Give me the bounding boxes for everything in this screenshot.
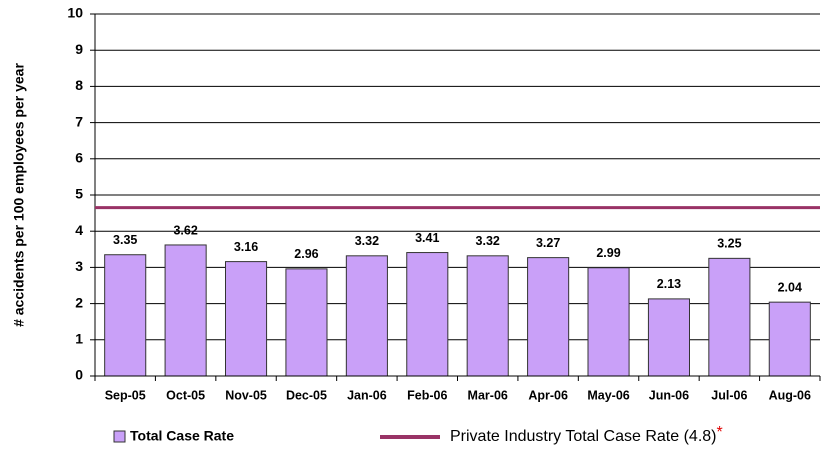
data-label: 3.41 bbox=[415, 231, 439, 245]
y-tick-label: 0 bbox=[75, 367, 83, 383]
bar bbox=[647, 298, 691, 377]
bar bbox=[768, 301, 811, 377]
y-tick-label: 8 bbox=[75, 77, 83, 93]
x-tick-label: Apr-06 bbox=[528, 388, 568, 402]
footnote-marker: * bbox=[717, 424, 723, 441]
legend-name: Private Industry Total Case Rate (4.8) bbox=[450, 428, 717, 445]
y-tick-label: 9 bbox=[75, 41, 83, 57]
x-tick-label: Nov-05 bbox=[225, 388, 267, 402]
bar bbox=[527, 257, 570, 377]
data-label: 3.32 bbox=[476, 234, 500, 248]
bar bbox=[225, 261, 268, 377]
y-tick-label: 3 bbox=[75, 258, 83, 274]
x-tick-label: Dec-05 bbox=[286, 388, 327, 402]
data-label: 3.62 bbox=[173, 223, 197, 237]
x-tick-label: Aug-06 bbox=[769, 388, 811, 402]
bar bbox=[345, 255, 388, 377]
legend-label: Private Industry Total Case Rate (4.8)* bbox=[450, 424, 723, 445]
legend-swatch bbox=[113, 430, 126, 443]
y-tick-label: 5 bbox=[75, 186, 83, 202]
y-tick-label: 4 bbox=[75, 222, 83, 238]
data-label: 2.96 bbox=[294, 247, 318, 261]
data-label: 3.25 bbox=[717, 237, 741, 251]
data-label: 3.27 bbox=[536, 236, 560, 250]
data-label: 3.16 bbox=[234, 240, 258, 254]
data-label: 2.04 bbox=[778, 280, 802, 294]
data-label: 3.32 bbox=[355, 234, 379, 248]
legend-label: Total Case Rate bbox=[130, 428, 234, 444]
bar bbox=[708, 257, 751, 377]
y-tick-label: 1 bbox=[75, 331, 83, 347]
bar bbox=[104, 254, 147, 377]
bar bbox=[164, 244, 207, 377]
x-tick-label: Feb-06 bbox=[407, 388, 447, 402]
data-label: 3.35 bbox=[113, 233, 137, 247]
y-tick-label: 6 bbox=[75, 150, 83, 166]
data-label: 2.13 bbox=[657, 277, 681, 291]
y-axis-label: # accidents per 100 employees per year bbox=[11, 63, 27, 327]
bar bbox=[285, 268, 328, 377]
x-tick-label: Jul-06 bbox=[711, 388, 747, 402]
bar bbox=[406, 252, 449, 377]
y-tick-label: 7 bbox=[75, 113, 83, 129]
x-tick-label: Mar-06 bbox=[468, 388, 508, 402]
x-tick-label: Jan-06 bbox=[347, 388, 387, 402]
y-tick-label: 2 bbox=[75, 294, 83, 310]
y-tick-label: 10 bbox=[67, 5, 83, 21]
x-tick-label: Jun-06 bbox=[649, 388, 689, 402]
x-tick-label: Oct-05 bbox=[166, 388, 205, 402]
x-tick-label: Sep-05 bbox=[105, 388, 146, 402]
bar bbox=[587, 267, 630, 377]
bar bbox=[466, 255, 509, 377]
data-label: 2.99 bbox=[596, 246, 620, 260]
x-tick-label: May-06 bbox=[587, 388, 629, 402]
